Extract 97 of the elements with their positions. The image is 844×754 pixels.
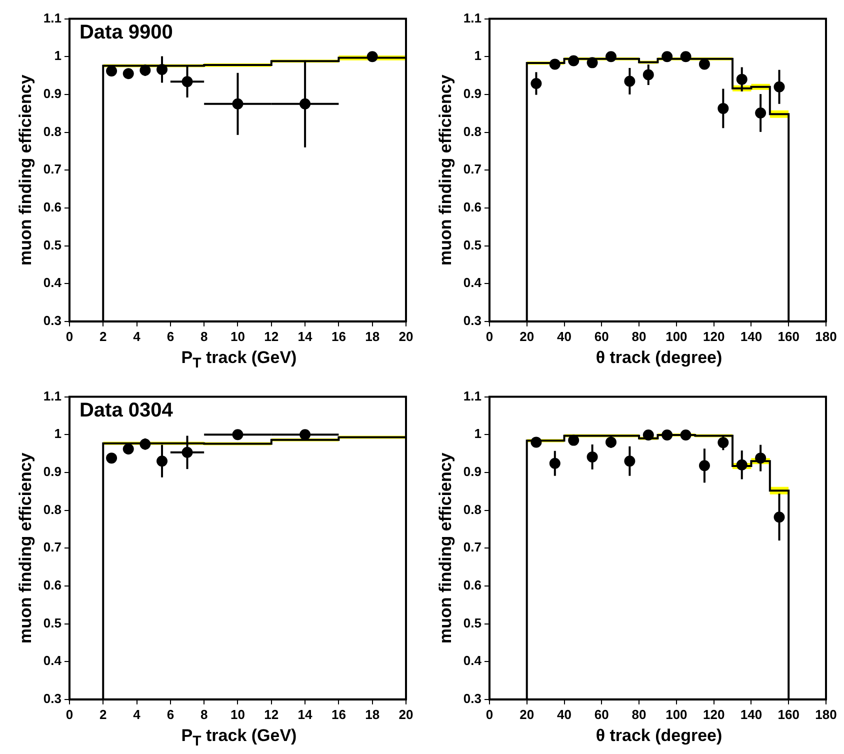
y-tick-label: 1 xyxy=(474,48,482,64)
point xyxy=(662,430,673,441)
y-tick-label: 0.4 xyxy=(463,653,482,668)
x-tick-label: 60 xyxy=(594,328,609,344)
y-axis-title: muon finding efficiency xyxy=(16,74,35,266)
y-tick-label: 0.3 xyxy=(43,690,62,706)
x-tick-label: 140 xyxy=(740,706,762,722)
point xyxy=(642,430,654,441)
x-tick-label: 18 xyxy=(365,706,380,722)
y-tick-label: 0.8 xyxy=(43,502,62,517)
x-tick-label: 160 xyxy=(778,328,800,344)
x-tick-label: 40 xyxy=(557,706,572,722)
x-tick-label: 100 xyxy=(666,328,688,344)
x-tick-label: 60 xyxy=(594,706,609,722)
x-tick-label: 80 xyxy=(632,328,646,344)
y-tick-label: 0.9 xyxy=(43,86,62,102)
point xyxy=(605,51,616,62)
x-tick-label: 160 xyxy=(778,706,800,722)
x-tick-label: 180 xyxy=(815,328,837,344)
x-tick-label: 6 xyxy=(166,706,174,722)
y-tick-label: 0.4 xyxy=(43,653,62,668)
x-axis-title: θ track (degree) xyxy=(594,726,724,746)
y-tick-label: 0.8 xyxy=(463,502,482,517)
x-tick-label: 12 xyxy=(264,328,279,344)
y-tick-label: 0.8 xyxy=(43,124,62,139)
x-tick-label: 40 xyxy=(557,328,572,344)
x-tick-label: 2 xyxy=(100,328,107,344)
y-tick-label: 1 xyxy=(474,426,482,442)
x-tick-label: 0 xyxy=(66,328,74,344)
y-tick-label: 0.9 xyxy=(43,464,62,480)
x-axis-title: θ track (degree) xyxy=(594,348,724,368)
y-tick-label: 0.6 xyxy=(463,578,482,593)
x-tick-label: 6 xyxy=(166,328,174,344)
y-tick-label: 1.1 xyxy=(43,10,62,26)
point xyxy=(680,51,692,62)
x-tick-label: 120 xyxy=(702,328,725,344)
x-tick-label: 4 xyxy=(133,706,142,722)
x-tick-label: 120 xyxy=(702,706,725,722)
x-tick-label: 12 xyxy=(264,706,279,722)
chart-title: Data 0304 xyxy=(79,399,174,422)
x-tick-label: 8 xyxy=(200,706,208,722)
x-tick-label: 20 xyxy=(520,706,534,722)
y-tick-label: 0.9 xyxy=(463,86,482,102)
y-tick-label: 1 xyxy=(54,426,62,442)
y-axis-title: muon finding efficiency xyxy=(436,452,455,644)
y-tick-label: 0.3 xyxy=(43,312,62,328)
x-tick-label: 2 xyxy=(100,706,107,722)
x-tick-label: 20 xyxy=(398,706,414,722)
y-tick-label: 0.5 xyxy=(43,615,62,630)
y-tick-label: 0.4 xyxy=(43,275,62,290)
y-tick-label: 0.7 xyxy=(463,162,482,177)
x-tick-label: 140 xyxy=(740,328,762,344)
chart-title: Data 9900 xyxy=(79,21,173,44)
y-tick-label: 1.1 xyxy=(463,388,482,404)
x-tick-label: 10 xyxy=(230,706,245,722)
y-tick-label: 0.5 xyxy=(463,615,482,630)
y-tick-label: 0.6 xyxy=(463,200,482,215)
point xyxy=(680,430,692,441)
y-axis-title: muon finding efficiency xyxy=(16,452,35,644)
point xyxy=(366,51,378,62)
y-tick-label: 0.3 xyxy=(463,312,482,328)
y-tick-label: 1 xyxy=(54,48,62,64)
x-tick-label: 8 xyxy=(200,328,208,344)
x-tick-label: 80 xyxy=(632,706,646,722)
y-tick-label: 1.1 xyxy=(463,10,482,26)
x-tick-label: 18 xyxy=(365,328,380,344)
x-tick-label: 14 xyxy=(298,328,314,344)
x-tick-label: 4 xyxy=(133,328,142,344)
y-tick-label: 0.4 xyxy=(463,275,482,290)
x-tick-label: 100 xyxy=(666,706,688,722)
y-tick-label: 0.7 xyxy=(463,540,482,555)
x-tick-label: 20 xyxy=(520,328,534,344)
y-tick-label: 0.7 xyxy=(43,162,62,177)
x-axis-title: P$_{T}$ track (GeV) xyxy=(180,348,298,372)
y-tick-label: 0.3 xyxy=(463,690,482,706)
x-tick-label: 0 xyxy=(486,706,494,722)
point xyxy=(530,436,542,448)
x-tick-label: 16 xyxy=(331,706,346,722)
point xyxy=(106,452,118,464)
y-tick-label: 1.1 xyxy=(43,388,62,404)
x-axis-title: P$_{T}$ track (GeV) xyxy=(180,726,298,750)
y-tick-label: 0.5 xyxy=(43,237,62,252)
y-tick-label: 0.8 xyxy=(463,124,482,139)
y-axis-title: muon finding efficiency xyxy=(436,74,455,266)
x-tick-label: 180 xyxy=(815,706,837,722)
y-tick-label: 0.6 xyxy=(43,578,62,593)
point xyxy=(662,51,673,62)
x-tick-label: 14 xyxy=(298,706,314,722)
x-tick-label: 10 xyxy=(230,328,245,344)
x-tick-label: 0 xyxy=(66,706,74,722)
y-tick-label: 0.9 xyxy=(463,464,482,480)
y-tick-label: 0.6 xyxy=(43,200,62,215)
y-tick-label: 0.7 xyxy=(43,540,62,555)
x-tick-label: 16 xyxy=(331,328,346,344)
x-tick-label: 20 xyxy=(398,328,414,344)
x-tick-label: 0 xyxy=(486,328,494,344)
y-tick-label: 0.5 xyxy=(463,237,482,252)
